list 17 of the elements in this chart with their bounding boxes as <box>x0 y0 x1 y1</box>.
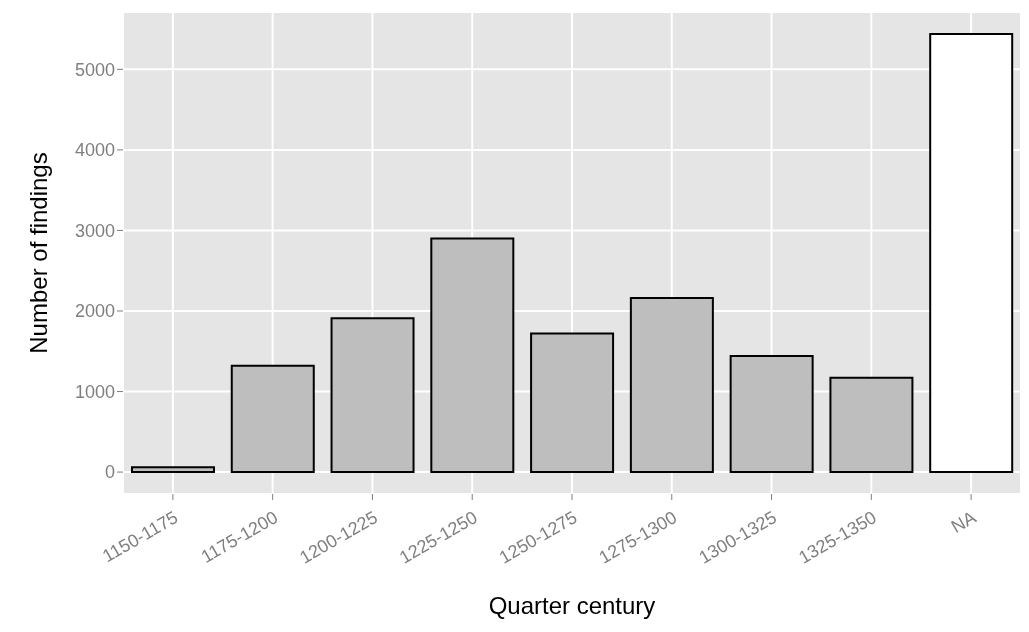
y-tick-label: 2000 <box>74 301 115 322</box>
bar <box>130 466 215 474</box>
bar <box>629 297 714 474</box>
bar <box>430 237 515 474</box>
x-tick-label: NA <box>947 507 980 538</box>
y-tick-label: 1000 <box>74 381 115 402</box>
bar <box>829 376 914 474</box>
x-axis-title: Quarter century <box>488 592 656 619</box>
bar <box>729 355 814 474</box>
y-tick-label: 5000 <box>74 59 115 80</box>
bar <box>230 364 315 474</box>
y-tick-label: 0 <box>104 462 115 483</box>
y-axis-title: Number of findings <box>24 152 52 354</box>
y-tick-label: 4000 <box>74 140 115 161</box>
bar <box>530 332 615 474</box>
y-tick-label: 3000 <box>74 220 115 241</box>
bar <box>330 317 415 474</box>
